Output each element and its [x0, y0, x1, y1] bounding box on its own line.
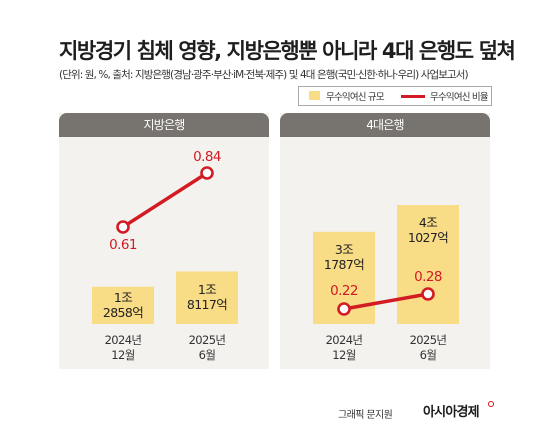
- panel-title-big4-banks: 4대은행: [280, 113, 490, 137]
- bar-value-label-1-1: 8117억: [187, 297, 227, 312]
- ratio-label-1: 0.28: [414, 269, 442, 285]
- ratio-point-0: [337, 302, 351, 316]
- bar-0: [92, 286, 154, 324]
- x-tick-label-0-1: 12월: [111, 348, 134, 362]
- chart-title: 지방경기 침체 영향, 지방은행뿐 아니라 4대 은행도 덮쳐: [59, 39, 516, 63]
- bar-1: [176, 271, 238, 324]
- bar-value-label-1-1: 1027억: [408, 230, 448, 245]
- legend-bar-swatch: [309, 91, 320, 100]
- legend-bar-label: 무수익여신 규모: [326, 92, 385, 103]
- ratio-label-0: 0.61: [109, 237, 137, 253]
- ratio-line: [343, 292, 429, 311]
- panel-title-regional-banks: 지방은행: [59, 113, 269, 137]
- x-tick-label-0-0: 2024년: [326, 333, 363, 347]
- legend: 무수익여신 규모 무수익여신 비율: [298, 86, 492, 106]
- bar-1: [397, 205, 459, 324]
- logo-mark-icon: [488, 401, 494, 407]
- x-tick-label-1-0: 2025년: [189, 333, 226, 347]
- graphic-credit: 그래픽 문지원: [338, 410, 393, 421]
- ratio-point-1: [200, 166, 214, 180]
- legend-line-label: 무수익여신 비율: [430, 92, 489, 103]
- bar-value-label-1-0: 4조: [419, 215, 437, 230]
- x-tick-label-1-0: 2025년: [410, 333, 447, 347]
- bar-value-label-0-1: 2858억: [103, 305, 143, 320]
- bar-value-label-0-1: 1787억: [324, 257, 364, 272]
- x-tick-label-0-0: 2024년: [105, 333, 142, 347]
- legend-line-swatch: [401, 95, 425, 98]
- ratio-point-0: [116, 220, 130, 234]
- x-tick-label-0-1: 12월: [332, 348, 355, 362]
- publisher-logo: 아시아경제: [423, 405, 480, 420]
- bar-value-label-0-0: 3조: [335, 242, 353, 257]
- panel-big4-banks: 4대은행 3조 1787억 4조 1027억 2024년 12월 2025년 6월 0.22 0.…: [280, 113, 490, 369]
- ratio-line: [122, 171, 208, 229]
- chart-subtitle: (단위: 원, %, 출처: 지방은행(경남·광주·부산·iM·전북·제주) 및…: [59, 69, 469, 81]
- x-tick-label-1-1: 6월: [199, 348, 216, 362]
- x-tick-label-1-1: 6월: [420, 348, 437, 362]
- ratio-label-0: 0.22: [330, 283, 358, 299]
- bar-value-label-0-0: 1조: [114, 290, 132, 305]
- bar-value-label-1-0: 1조: [198, 282, 216, 297]
- ratio-label-1: 0.84: [193, 149, 221, 165]
- ratio-point-1: [421, 287, 435, 301]
- panel-regional-banks: 지방은행 1조 2858억 1조 8117억 2024년 12월 2025년 6월 0.61 0.…: [59, 113, 269, 369]
